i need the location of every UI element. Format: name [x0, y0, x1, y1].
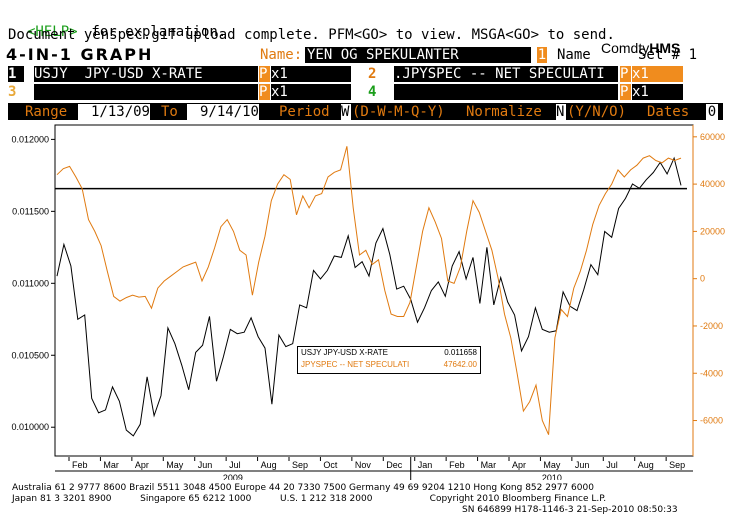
right-tick-label: 40000: [700, 179, 725, 189]
right-tick-label: -4000: [700, 368, 723, 378]
right-tick-label: 20000: [700, 226, 725, 236]
right-tick-label: 0: [700, 274, 705, 284]
slot-3-number: 3: [8, 84, 17, 100]
right-tick-label: -6000: [700, 416, 723, 426]
brand-prefix: Comdty: [601, 40, 650, 56]
month-label: Sep: [669, 460, 685, 470]
slot-1-x[interactable]: x1: [271, 66, 351, 82]
month-label: Dec: [386, 460, 403, 470]
month-label: Feb: [72, 460, 88, 470]
right-tick-label: -2000: [700, 321, 723, 331]
left-tick-label: 0.010000: [11, 422, 49, 432]
plot-frame: [54, 124, 694, 457]
slot-1-number: 1: [8, 66, 24, 82]
month-label: Jul: [229, 460, 241, 470]
slot-3-ticker[interactable]: [34, 84, 258, 100]
year-label: 2009: [223, 473, 243, 480]
graph-chart: 0.012000 0.011500 0.011000 0.010500 0.010000…: [11, 124, 725, 480]
month-label: Jul: [606, 460, 618, 470]
month-label: May: [166, 460, 184, 470]
period-label: Period: [279, 104, 330, 120]
jpyspec-series-line: [56, 146, 682, 435]
slot-2-ticker[interactable]: .JPYSPEC -- NET SPECULATI: [394, 66, 618, 82]
status-message: Document yenspec.gif upload complete. PF…: [8, 27, 615, 43]
left-tick-label: 0.011500: [12, 206, 49, 216]
legend-row-2-value: 47642.00: [443, 360, 477, 369]
month-label: Jan: [418, 460, 433, 470]
slot-4-p[interactable]: P: [620, 84, 631, 100]
month-label: Mar: [103, 460, 119, 470]
dates-input[interactable]: 0: [706, 104, 718, 120]
name-field[interactable]: YEN OG SPEKULANTER: [305, 47, 531, 63]
range-label: Range: [25, 104, 68, 120]
normalize-label: Normalize: [466, 104, 542, 120]
month-label: Jun: [198, 460, 213, 470]
name-label-2: Name: [557, 47, 591, 63]
normalize-input[interactable]: N: [556, 104, 566, 120]
month-label: Mar: [481, 460, 497, 470]
page-title: 4-IN-1 GRAPH: [6, 45, 154, 64]
month-label: Oct: [323, 460, 338, 470]
set-label: Set # 1: [638, 47, 698, 63]
slot-1-p[interactable]: P: [259, 66, 270, 82]
legend-row-2: JPYSPEC -- NET SPECULATI 47642.00: [298, 359, 480, 371]
range-bar: [8, 103, 723, 120]
month-label: Feb: [449, 460, 465, 470]
footer-line-1: Australia 61 2 9777 8600 Brazil 5511 304…: [12, 483, 594, 493]
to-label: To: [161, 104, 178, 120]
help-row: <HELP> for explanation. ComdtyHMS: [0, 8, 736, 56]
slot-4-number: 4: [368, 84, 377, 100]
footer-line-2: Japan 81 3 3201 8900 Singapore 65 6212 1…: [12, 494, 607, 504]
right-tick-label: 60000: [700, 132, 725, 142]
brand-bold: HMS: [649, 40, 681, 56]
month-label: Apr: [512, 460, 526, 470]
slot-2-p[interactable]: P: [620, 66, 631, 82]
slot-2-number: 2: [368, 66, 377, 82]
year-label: 2010: [542, 473, 562, 480]
slot-3-x[interactable]: x1: [271, 84, 351, 100]
legend-row-2-name: JPYSPEC -- NET SPECULATI: [301, 360, 410, 369]
month-label: Sep: [292, 460, 308, 470]
slot-3-p[interactable]: P: [259, 84, 270, 100]
normalize-options: (Y/N/O): [567, 104, 627, 120]
name-number[interactable]: 1: [537, 47, 547, 63]
left-tick-label: 0.012000: [11, 134, 49, 144]
left-tick-label: 0.010500: [11, 350, 49, 360]
month-label: Apr: [135, 460, 149, 470]
range-end-input[interactable]: 9/14/10: [187, 104, 259, 120]
left-tick-label: 0.011000: [12, 278, 49, 288]
footer-line-3: SN 646899 H178-1146-3 21-Sep-2010 08:50:…: [462, 505, 678, 515]
usjy-series-line: [56, 156, 682, 437]
slot-4-ticker[interactable]: [394, 84, 618, 100]
slot-4-x[interactable]: x1: [632, 84, 683, 100]
brand-label: ComdtyHMS: [601, 40, 680, 56]
chart-legend: USJY JPY-USD X-RATE 0.011658 JPYSPEC -- …: [297, 346, 481, 374]
slot-1-ticker[interactable]: USJY JPY-USD X-RATE: [34, 66, 258, 82]
month-label: Aug: [638, 460, 654, 470]
month-label: Jun: [575, 460, 590, 470]
month-label: Nov: [355, 460, 372, 470]
name-label: Name:: [260, 47, 303, 63]
range-start-input[interactable]: 1/13/09: [78, 104, 150, 120]
help-text: for explanation.: [83, 24, 227, 40]
legend-row-1-name: USJY JPY-USD X-RATE: [301, 348, 388, 357]
month-label: May: [543, 460, 561, 470]
period-options: (D-W-M-Q-Y): [352, 104, 445, 120]
legend-row-1-value: 0.011658: [444, 348, 477, 357]
slot-2-x[interactable]: x1: [632, 66, 683, 82]
help-key[interactable]: <HELP>: [27, 24, 78, 40]
period-input[interactable]: W: [341, 104, 351, 120]
dates-label: Dates: [647, 104, 690, 120]
legend-row-1: USJY JPY-USD X-RATE 0.011658: [298, 347, 480, 359]
month-label: Aug: [261, 460, 277, 470]
